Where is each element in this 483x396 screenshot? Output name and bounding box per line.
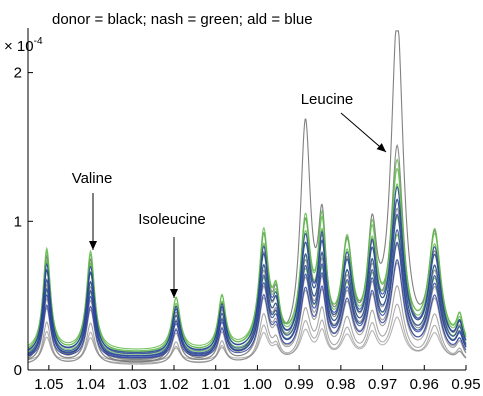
series-line-ald-15 — [27, 198, 467, 353]
x-tick-label: 0.97 — [368, 376, 397, 393]
series-line-ald-16 — [27, 213, 467, 357]
annotation-label: Isoleucine — [138, 211, 206, 228]
y-multiplier-exponent: -4 — [34, 36, 43, 47]
series-line-donor-7 — [27, 316, 467, 361]
x-tick-label: 0.96 — [410, 376, 439, 393]
y-multiplier: × 10-4 — [4, 36, 43, 55]
annotation-arrow-head — [89, 241, 97, 250]
annotation-label: Valine — [72, 170, 113, 187]
x-tick-label: 0.95 — [451, 376, 480, 393]
y-tick-label: 2 — [14, 65, 22, 82]
series-line-ald-19 — [27, 258, 467, 359]
annotation-arrow-line — [340, 112, 387, 153]
series-layer — [27, 30, 467, 365]
series-line-donor-6 — [27, 303, 467, 364]
annotation-layer: Valine Isoleucine Leucine — [72, 91, 387, 298]
chart-title: donor = black; nash = green; ald = blue — [52, 11, 313, 28]
y-multiplier-base: × 10 — [4, 38, 34, 55]
x-tick-label: 1.00 — [243, 376, 272, 393]
series-line-ald-18 — [27, 241, 467, 357]
x-tick-label: 1.01 — [201, 376, 230, 393]
annotation-arrow-head — [170, 289, 178, 298]
x-tick-label: 1.03 — [118, 376, 147, 393]
y-tick-label: 0 — [14, 362, 22, 379]
annotation-arrow-head — [376, 143, 386, 152]
y-tick-label: 1 — [14, 213, 22, 230]
x-tick-label: 1.04 — [76, 376, 105, 393]
x-tick-label: 1.05 — [34, 376, 63, 393]
x-tick-label: 1.02 — [159, 376, 188, 393]
axes-layer: 1.05 1.04 1.03 1.02 1.01 1.00 0.99 0.98 0.97 0.96… — [14, 28, 481, 393]
series-line-nash-9 — [27, 167, 467, 350]
x-tick-label: 0.98 — [326, 376, 355, 393]
x-tick-label: 0.99 — [285, 376, 314, 393]
annotation-label: Leucine — [301, 91, 354, 108]
